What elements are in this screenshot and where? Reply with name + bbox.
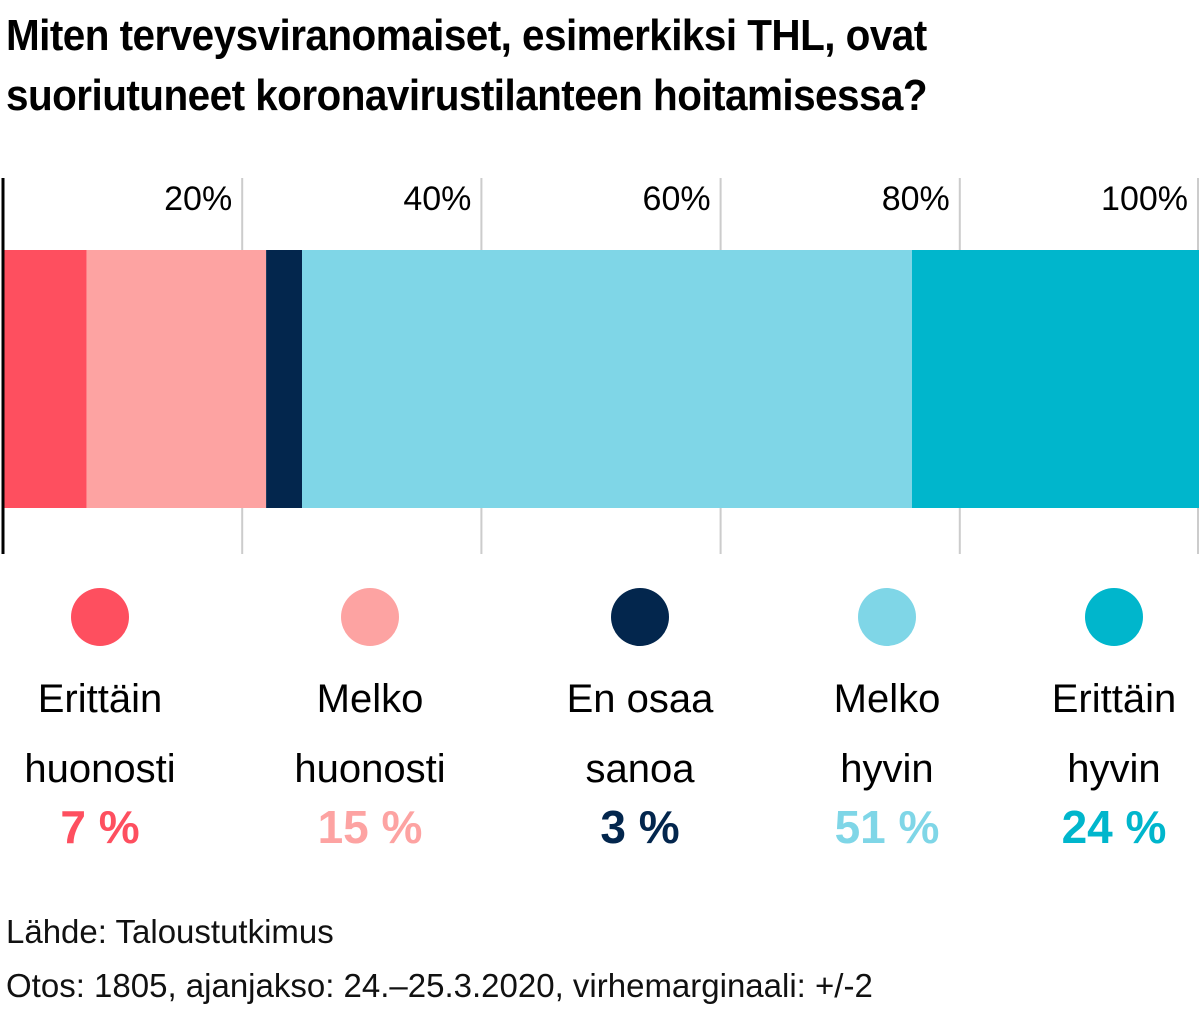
- legend-label: Erittäin hyvin: [994, 664, 1199, 804]
- legend-label: Melko huonosti: [250, 664, 490, 804]
- legend-item: Erittäin huonosti 7 %: [0, 588, 220, 854]
- legend-item: Melko huonosti 15 %: [250, 588, 490, 854]
- tick-label-100: 100%: [1101, 180, 1188, 218]
- tick-label-40: 40%: [403, 180, 471, 218]
- legend-value: 24 %: [1061, 801, 1167, 853]
- bar-segment-melko-hyvin: [302, 250, 912, 508]
- legend-dot: [341, 588, 399, 646]
- source-note: Lähde: Taloustutkimus: [6, 913, 334, 950]
- sample-note: Otos: 1805, ajanjakso: 24.–25.3.2020, vi…: [6, 967, 873, 1004]
- legend-label-line: En osaa: [566, 677, 714, 721]
- legend-label-line: Erittäin: [37, 677, 163, 721]
- legend-dot: [71, 588, 129, 646]
- tick-label-80: 80%: [882, 180, 950, 218]
- bar-segment-melko-huonosti: [86, 250, 267, 508]
- legend-label-line: huonosti: [294, 747, 446, 791]
- bar-segment-erittäin-hyvin: [911, 250, 1199, 508]
- legend-label-line: huonosti: [24, 747, 176, 791]
- tick-label-20: 20%: [164, 180, 232, 218]
- legend-label-line: sanoa: [585, 747, 695, 791]
- legend-value: 51 %: [834, 801, 940, 853]
- legend-value: 7 %: [60, 801, 140, 853]
- stacked-bar-chart: 20% 40% 60% 80% 100%: [1, 178, 1199, 554]
- legend-dot: [858, 588, 916, 646]
- legend-value: 15 %: [317, 801, 423, 853]
- legend-dot: [1085, 588, 1143, 646]
- tick-labels: 20% 40% 60% 80% 100%: [164, 180, 1188, 218]
- legend-dot: [611, 588, 669, 646]
- bar-segment-en-osaa-sanoa: [266, 250, 302, 508]
- legend-label: Erittäin huonosti: [0, 664, 220, 804]
- tick-label-60: 60%: [643, 180, 711, 218]
- legend-label: Melko hyvin: [767, 664, 1007, 804]
- legend-label-line: hyvin: [1067, 747, 1161, 791]
- legend-item: Erittäin hyvin 24 %: [994, 588, 1199, 854]
- legend-label-line: Melko: [316, 677, 424, 721]
- bar-segment-erittäin-huonosti: [3, 250, 87, 508]
- legend: Erittäin huonosti 7 % Melko huonosti 15 % En o…: [0, 588, 1199, 858]
- legend-label-line: Erittäin: [1051, 677, 1177, 721]
- chart-title: Miten terveysviranomaiset, esimerkiksi T…: [6, 11, 928, 120]
- legend-label-line: hyvin: [840, 747, 934, 791]
- legend-item: Melko hyvin 51 %: [767, 588, 1007, 854]
- legend-value: 3 %: [600, 801, 680, 853]
- legend-item: En osaa sanoa 3 %: [520, 588, 760, 854]
- legend-label: En osaa sanoa: [520, 664, 760, 804]
- legend-label-line: Melko: [833, 677, 941, 721]
- bar-segments: [3, 250, 1199, 508]
